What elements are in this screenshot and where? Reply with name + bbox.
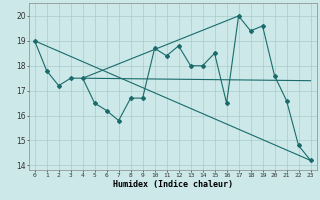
- X-axis label: Humidex (Indice chaleur): Humidex (Indice chaleur): [113, 180, 233, 189]
